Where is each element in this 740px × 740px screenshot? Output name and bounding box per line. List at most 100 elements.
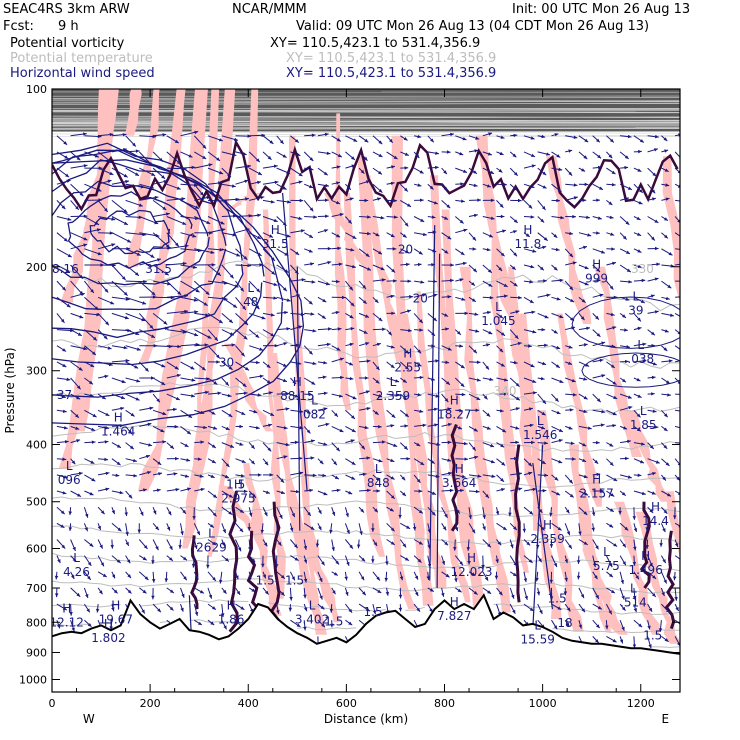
- wind-vector-head: [576, 560, 581, 564]
- wind-vector-head: [211, 411, 216, 415]
- wind-vector-head: [168, 511, 172, 516]
- extremum-value: 39: [628, 304, 643, 318]
- wind-vector-head: [569, 408, 574, 412]
- wind-vector-head: [656, 262, 661, 266]
- y-tick-label: 300: [26, 365, 47, 378]
- west-end-label: W: [83, 712, 95, 726]
- wind-vector-head: [84, 527, 88, 532]
- wind-vector-head: [422, 423, 427, 428]
- wind-vector-head: [667, 493, 671, 497]
- wind-vector-head: [624, 526, 629, 531]
- wind-vector-head: [640, 299, 645, 303]
- wind-vector-head: [652, 197, 656, 201]
- wind-vector-head: [444, 250, 449, 254]
- wind-vector-head: [67, 253, 72, 258]
- wind-vector-head: [337, 246, 342, 251]
- wind-vector-head: [334, 475, 339, 480]
- extremum-value: .514: [620, 596, 647, 610]
- wind-vector: [674, 555, 680, 560]
- wind-vector-head: [222, 529, 226, 534]
- wind-vector-head: [123, 173, 128, 178]
- wind-vector-head: [342, 295, 346, 300]
- wind-vector-head: [583, 409, 588, 414]
- wind-vector-head: [184, 443, 189, 447]
- wind-vector-head: [312, 361, 317, 366]
- extremum-kind: L: [73, 551, 80, 565]
- wind-vector-head: [490, 170, 494, 174]
- wind-vector-head: [529, 280, 534, 284]
- wind-vector-head: [235, 575, 239, 580]
- wind-vector-head: [389, 508, 394, 512]
- wind-vector-head: [61, 205, 66, 210]
- extremum-value: 999: [585, 272, 608, 286]
- wind-vector-head: [250, 444, 255, 449]
- wind-vector-head: [433, 293, 438, 297]
- extremum-marker: H1.496: [628, 549, 662, 577]
- wind-vector-head: [405, 249, 410, 254]
- wind-vector-head: [462, 137, 467, 141]
- wind-vector-head: [69, 612, 73, 616]
- wind-vector-head: [346, 529, 350, 534]
- wind-vector-head: [224, 474, 229, 479]
- wind-vector-head: [61, 544, 66, 549]
- wind-vector-head: [681, 359, 685, 362]
- wind-vector-head: [211, 263, 216, 267]
- pv-shading-plume: [127, 89, 160, 267]
- wind-vector-head: [555, 364, 560, 368]
- wind-vector-head: [333, 572, 338, 576]
- wind-vector-head: [366, 180, 370, 184]
- wind-vector-head: [270, 333, 275, 337]
- wind-vector-head: [623, 426, 628, 430]
- wind-vector-head: [377, 589, 382, 593]
- y-tick-label: 900: [26, 646, 47, 659]
- wind-vector-head: [544, 441, 548, 445]
- wind-vector-head: [466, 547, 471, 551]
- wind-vector-head: [353, 138, 358, 142]
- wind-vector-head: [303, 594, 307, 599]
- wind-vector-head: [65, 268, 70, 273]
- wind-vector-head: [328, 327, 332, 331]
- wind-vector-head: [376, 576, 380, 581]
- wind-vector-head: [502, 526, 507, 530]
- wind-vector-head: [609, 563, 613, 568]
- wind-vector-head: [78, 471, 83, 476]
- wind-vector-head: [404, 365, 409, 370]
- wind-vector-head: [216, 157, 220, 161]
- wind-vector-head: [151, 560, 155, 564]
- wind-vector-head: [618, 510, 622, 515]
- wind-vector-head: [528, 559, 533, 563]
- wind-vector-head: [362, 472, 367, 477]
- wind-vector-head: [443, 186, 448, 191]
- wind-vector-head: [327, 261, 332, 265]
- wind-vector-head: [144, 576, 149, 580]
- wind-vector-head: [157, 461, 162, 465]
- wind-vector-head: [573, 183, 578, 187]
- wind-vector-head: [568, 149, 573, 153]
- wind-vector-head: [133, 458, 137, 463]
- y-tick-label: 1000: [19, 673, 47, 686]
- wind-vector-head: [160, 428, 165, 432]
- wind-vector-head: [163, 320, 168, 325]
- wind-vector-head: [303, 607, 308, 612]
- wind-vector-head: [670, 313, 674, 317]
- wind-vector-head: [298, 172, 303, 177]
- wind-vector-head: [300, 312, 305, 317]
- wind-vector-head: [664, 149, 669, 153]
- wind-vector-head: [504, 378, 508, 382]
- wind-vector-head: [132, 142, 136, 147]
- wind-vector-head: [539, 266, 544, 271]
- wind-vector-head: [242, 383, 247, 387]
- wind-vector-head: [308, 300, 313, 305]
- extremum-kind: L: [247, 281, 254, 295]
- wind-vector-head: [231, 343, 236, 347]
- wind-vector-head: [83, 164, 88, 168]
- y-tick-label: 400: [26, 439, 47, 452]
- wind-vector-head: [123, 345, 128, 350]
- wind-vector-head: [598, 165, 602, 170]
- wind-vector-head: [366, 359, 371, 363]
- wind-vector-head: [668, 359, 673, 363]
- wind-vector-head: [309, 157, 314, 161]
- y-tick-label: 700: [26, 582, 47, 595]
- wind-vector-head: [529, 407, 533, 411]
- wind-vector-head: [664, 168, 669, 172]
